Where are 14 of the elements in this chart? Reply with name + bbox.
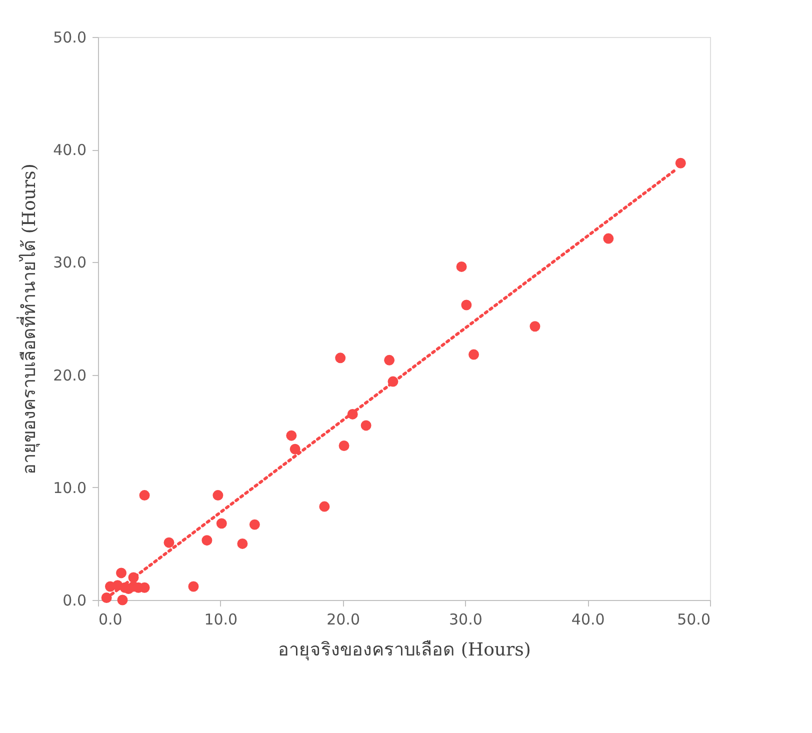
y-tick-label: 50.0 xyxy=(53,28,86,46)
x-tick-label: 50.0 xyxy=(677,610,710,628)
y-tick-label: 0.0 xyxy=(62,592,86,610)
x-tick-label: 30.0 xyxy=(448,610,482,628)
x-tick-label: 20.0 xyxy=(326,610,360,628)
y-tick-label: 40.0 xyxy=(53,141,86,160)
y-tick-label: 10.0 xyxy=(53,478,86,497)
x-tick-label: 40.0 xyxy=(571,610,605,628)
x-tick-label: 0.0 xyxy=(98,610,122,628)
x-tick-label: 10.0 xyxy=(204,610,238,628)
x-axis-title: อายุจริงของคราบเลือด (Hours) xyxy=(278,640,531,660)
y-tick-label: 20.0 xyxy=(53,366,86,384)
y-axis-title: อายุของคราบเลือดที่ทำนายได้ (Hours) xyxy=(16,164,40,474)
y-tick-label: 30.0 xyxy=(53,254,86,272)
